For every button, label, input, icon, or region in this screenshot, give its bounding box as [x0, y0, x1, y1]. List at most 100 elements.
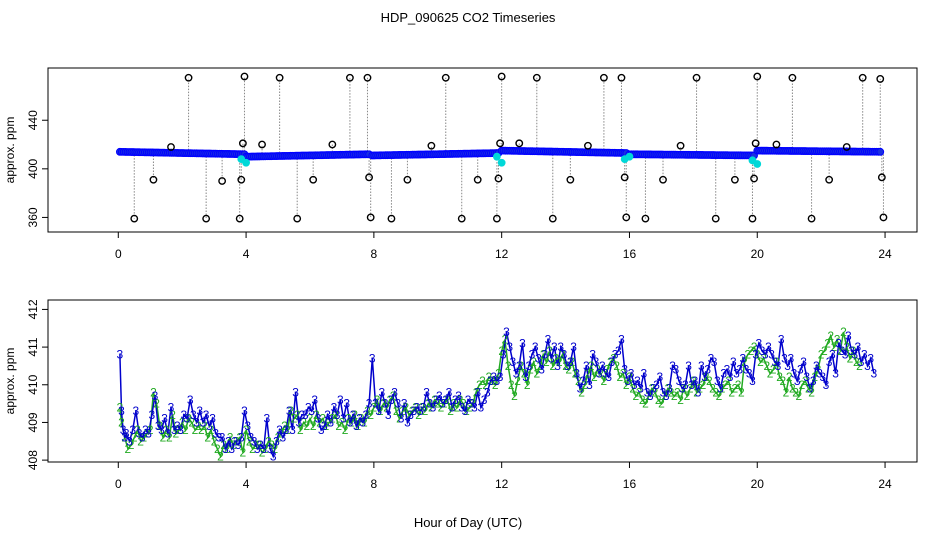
series-2-marker: 2 — [482, 378, 489, 392]
series-3-marker: 3 — [567, 355, 574, 369]
top-excursion-point — [441, 73, 450, 82]
series-2-marker: 2 — [537, 359, 544, 373]
series-2-marker: 2 — [722, 378, 729, 392]
top-excursion-point — [403, 175, 412, 184]
series-3-marker: 3 — [637, 382, 644, 396]
series-3-marker: 3 — [647, 389, 654, 403]
series-2-marker: 2 — [543, 355, 550, 369]
series-2-marker: 2 — [377, 404, 384, 418]
series-2-marker: 2 — [521, 366, 528, 380]
series-3-marker: 3 — [295, 415, 302, 429]
series-3-marker: 3 — [513, 366, 520, 380]
series-2-marker: 2 — [811, 370, 818, 384]
series-2-marker: 2 — [511, 389, 518, 403]
series-2-marker: 2 — [230, 438, 237, 452]
top-excursion-point — [363, 73, 372, 82]
series-3-marker: 3 — [826, 355, 833, 369]
series-3-marker: 3 — [711, 355, 718, 369]
series-3-marker: 3 — [784, 359, 791, 373]
series-2-marker: 2 — [540, 348, 547, 362]
series-3-marker: 3 — [203, 408, 210, 422]
series-3-marker: 3 — [219, 431, 226, 445]
series-2-marker: 2 — [473, 385, 480, 399]
series-3-marker: 3 — [487, 374, 494, 388]
series-2-marker: 2 — [163, 423, 170, 437]
series-2-marker: 2 — [396, 412, 403, 426]
series-3-marker: 3 — [216, 431, 223, 445]
series-3-marker: 3 — [580, 374, 587, 388]
series-3-marker: 3 — [516, 359, 523, 373]
series-3-marker: 3 — [634, 374, 641, 388]
top-y-axis-label: approx. ppm — [3, 117, 17, 184]
series-3-marker: 3 — [449, 400, 456, 414]
top-excursion-point — [692, 73, 701, 82]
bottom-x-tick-label: 0 — [115, 477, 122, 491]
series-3-marker: 3 — [439, 397, 446, 411]
series-3-marker: 3 — [340, 412, 347, 426]
series-2-marker: 2 — [617, 370, 624, 384]
series-3-marker: 3 — [557, 340, 564, 354]
series-3-marker: 3 — [379, 385, 386, 399]
top-plot-frame — [47, 67, 918, 233]
series-3-marker: 3 — [206, 419, 213, 433]
top-excursion-point — [167, 143, 175, 151]
series-2-marker: 2 — [569, 355, 576, 369]
series-3-marker: 3 — [768, 348, 775, 362]
series-3-marker: 3 — [196, 404, 203, 418]
series-3-marker: 3 — [126, 434, 133, 448]
series-3-marker: 3 — [289, 423, 296, 437]
series-2-marker: 2 — [735, 378, 742, 392]
series-2-marker: 2 — [597, 366, 604, 380]
bottom-x-tick-label: 8 — [371, 477, 378, 491]
series-3-marker: 3 — [858, 355, 865, 369]
series-3-marker: 3 — [302, 408, 309, 422]
series-3-marker: 3 — [372, 397, 379, 411]
series-3-marker: 3 — [692, 374, 699, 388]
bottom-y-tick-label: 410 — [26, 374, 40, 394]
series-2-marker: 2 — [169, 408, 176, 422]
top-x-tick-label: 4 — [243, 247, 250, 261]
series-2-marker: 2 — [831, 340, 838, 354]
series-2-marker: 2 — [176, 423, 183, 437]
series-2-marker: 2 — [652, 385, 659, 399]
series-2-marker: 2 — [514, 374, 521, 388]
series-2-marker: 2 — [300, 415, 307, 429]
series-3-marker: 3 — [685, 359, 692, 373]
top-excursion-point — [492, 214, 501, 223]
series-3-marker: 3 — [791, 366, 798, 380]
series-3-marker: 3 — [136, 427, 143, 441]
top-excursion-point — [218, 177, 227, 185]
top-excursion-point — [496, 139, 504, 148]
series-3-marker: 3 — [152, 389, 159, 403]
series-2-marker: 2 — [444, 393, 451, 407]
series-2-marker: 2 — [789, 382, 796, 396]
series-3-marker: 3 — [279, 431, 286, 445]
series-2-marker: 2 — [783, 385, 790, 399]
series-3-marker: 3 — [829, 348, 836, 362]
series-3-marker: 3 — [589, 348, 596, 362]
series-2-marker: 2 — [262, 442, 269, 456]
series-3-line — [119, 331, 875, 459]
top-excursion-point — [235, 214, 244, 223]
series-3-marker: 3 — [743, 363, 750, 377]
series-2-marker: 2 — [476, 378, 483, 392]
series-3-marker: 3 — [222, 442, 229, 456]
series-2-marker: 2 — [757, 355, 764, 369]
series-2-line — [119, 331, 861, 459]
series-2-marker: 2 — [236, 431, 243, 445]
series-3-marker: 3 — [573, 366, 580, 380]
series-2-marker: 2 — [147, 423, 154, 437]
series-2-marker: 2 — [284, 423, 291, 437]
series-2-marker: 2 — [661, 389, 668, 403]
series-3-marker: 3 — [656, 370, 663, 384]
series-2-marker: 2 — [383, 400, 390, 414]
series-2-marker: 2 — [156, 419, 163, 433]
series-2-marker: 2 — [182, 423, 189, 437]
series-2-marker: 2 — [211, 434, 218, 448]
top-excursion-point — [600, 73, 608, 82]
series-3-marker: 3 — [248, 431, 255, 445]
series-2-marker: 2 — [565, 363, 572, 377]
series-2-marker: 2 — [578, 385, 585, 399]
series-2-marker: 2 — [153, 397, 160, 411]
